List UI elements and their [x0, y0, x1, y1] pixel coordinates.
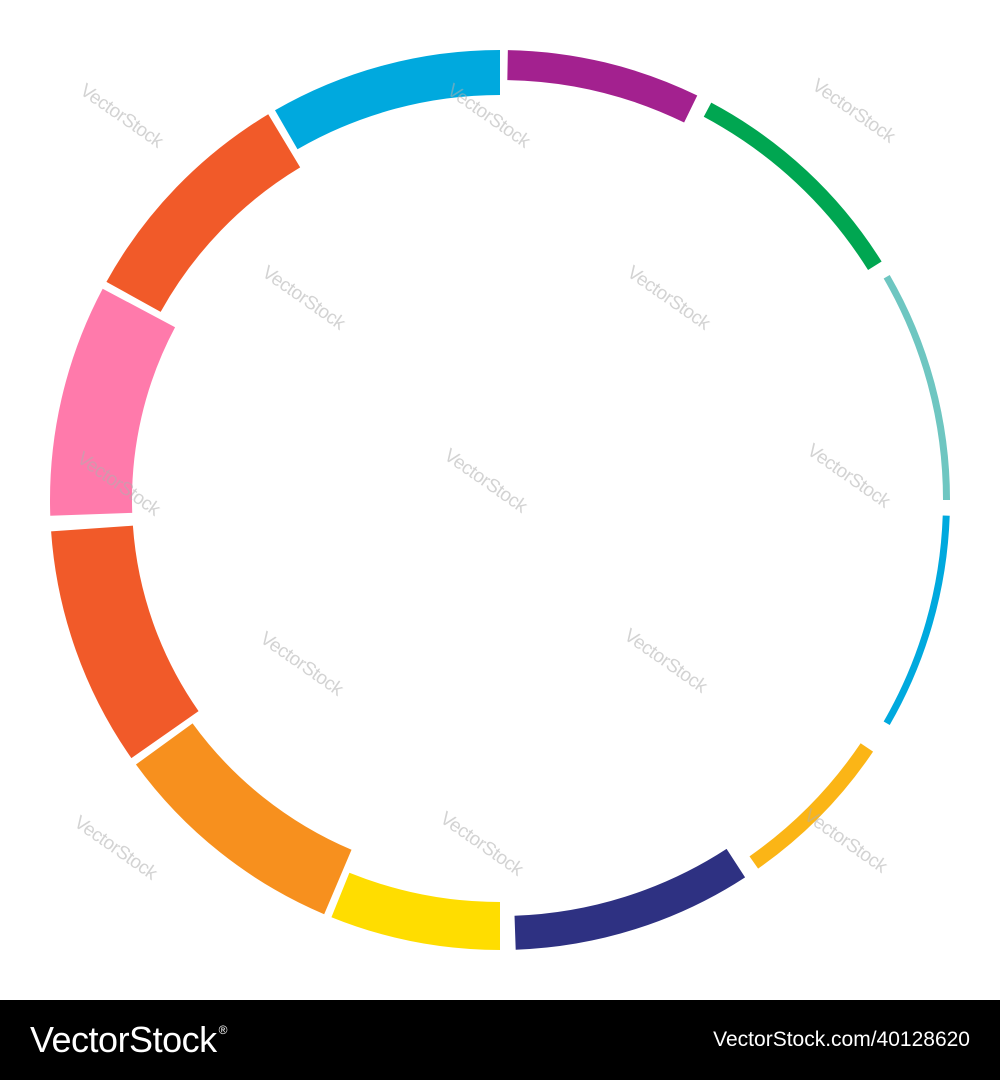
ring-segment-orange — [135, 723, 352, 915]
footer-bar: VectorStock ® VectorStock.com/40128620 — [0, 1000, 1000, 1080]
registered-mark: ® — [218, 1023, 228, 1037]
footer-brand-logo: VectorStock ® — [30, 1019, 227, 1061]
ring-segment-amber — [749, 743, 874, 869]
ring-segment-blue — [883, 515, 950, 725]
ring-segment-purple — [507, 50, 698, 123]
ring-segment-yellow — [331, 872, 500, 950]
ring-segment-navy — [514, 848, 746, 950]
segmented-ring — [49, 50, 950, 950]
footer-url: VectorStock.com/40128620 — [713, 1028, 970, 1051]
ring-segment-green — [703, 102, 882, 271]
footer-brand-text: VectorStock — [30, 1019, 217, 1060]
ring-segment-pink — [49, 288, 176, 516]
ring-segment-orange-red-2 — [51, 525, 199, 759]
ring-segment-cyan — [275, 50, 500, 150]
ring-diagram — [49, 50, 950, 950]
ring-segment-orange-red — [106, 114, 301, 312]
ring-segment-teal — [883, 275, 950, 500]
